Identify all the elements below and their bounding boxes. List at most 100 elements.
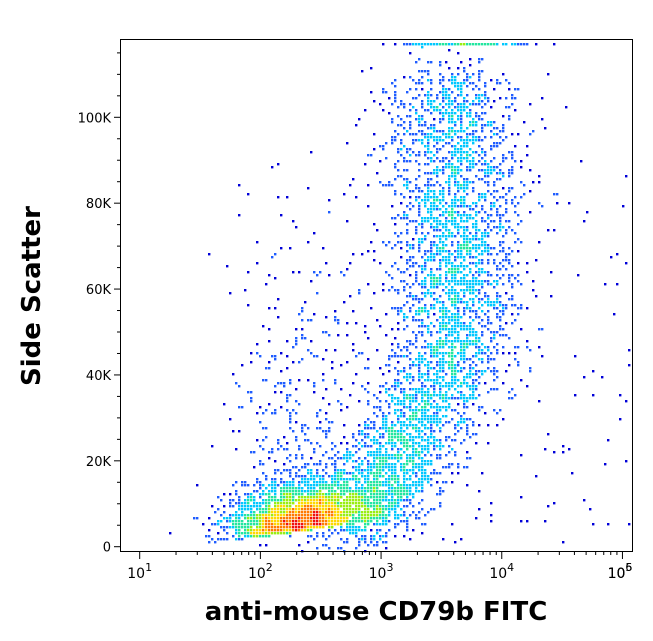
density-dot	[439, 82, 442, 85]
density-dot	[469, 232, 472, 235]
density-dot	[496, 172, 499, 175]
density-dot	[289, 514, 292, 517]
density-dot	[520, 181, 523, 184]
density-dot	[322, 544, 325, 547]
density-dot	[475, 346, 478, 349]
density-dot	[553, 229, 556, 232]
density-dot	[478, 97, 481, 100]
density-dot	[496, 376, 499, 379]
density-dot	[343, 502, 346, 505]
density-dot	[490, 148, 493, 151]
density-dot	[448, 340, 451, 343]
density-dot	[472, 424, 475, 427]
density-dot	[214, 541, 217, 544]
density-dot	[490, 370, 493, 373]
density-dot	[475, 214, 478, 217]
density-dot	[511, 169, 514, 172]
density-dot	[352, 343, 355, 346]
density-dot	[274, 517, 277, 520]
density-dot	[472, 226, 475, 229]
density-dot	[451, 127, 454, 130]
density-dot	[382, 43, 385, 46]
density-dot	[247, 529, 250, 532]
density-dot	[307, 319, 310, 322]
density-dot	[481, 139, 484, 142]
density-dot	[508, 115, 511, 118]
density-dot	[277, 442, 280, 445]
density-dot	[346, 454, 349, 457]
density-dot	[445, 112, 448, 115]
density-dot	[487, 223, 490, 226]
density-dot	[394, 397, 397, 400]
density-dot	[508, 187, 511, 190]
density-dot	[463, 340, 466, 343]
density-dot	[430, 133, 433, 136]
density-dot	[358, 118, 361, 121]
density-dot	[388, 520, 391, 523]
density-dot	[346, 142, 349, 145]
density-dot	[382, 454, 385, 457]
density-dot	[325, 433, 328, 436]
density-dot	[268, 502, 271, 505]
density-dot	[496, 178, 499, 181]
density-dot	[349, 295, 352, 298]
density-dot	[451, 235, 454, 238]
density-dot	[409, 469, 412, 472]
density-dot	[388, 469, 391, 472]
density-dot	[451, 280, 454, 283]
density-dot	[460, 418, 463, 421]
density-dot	[445, 361, 448, 364]
density-dot	[457, 160, 460, 163]
density-dot	[358, 472, 361, 475]
density-dot	[430, 379, 433, 382]
density-dot	[316, 472, 319, 475]
density-dot	[454, 82, 457, 85]
density-dot	[436, 223, 439, 226]
density-dot	[427, 400, 430, 403]
density-dot	[406, 241, 409, 244]
density-dot	[364, 424, 367, 427]
density-dot	[457, 205, 460, 208]
density-dot	[415, 454, 418, 457]
density-dot	[496, 412, 499, 415]
density-dot	[553, 43, 556, 46]
density-dot	[472, 292, 475, 295]
density-dot	[247, 532, 250, 535]
density-dot	[466, 115, 469, 118]
density-dot	[460, 154, 463, 157]
density-dot	[502, 241, 505, 244]
density-dot	[418, 154, 421, 157]
density-dot	[328, 514, 331, 517]
density-dot	[445, 337, 448, 340]
density-dot	[508, 364, 511, 367]
density-dot	[403, 370, 406, 373]
density-dot	[475, 355, 478, 358]
density-dot	[466, 280, 469, 283]
density-dot	[433, 202, 436, 205]
density-dot	[478, 73, 481, 76]
density-dot	[286, 448, 289, 451]
density-dot	[493, 307, 496, 310]
density-dot	[400, 247, 403, 250]
density-dot	[343, 493, 346, 496]
density-dot	[406, 316, 409, 319]
density-dot	[424, 280, 427, 283]
density-dot	[451, 373, 454, 376]
density-dot	[379, 514, 382, 517]
density-dot	[445, 91, 448, 94]
density-dot	[421, 298, 424, 301]
density-dot	[268, 340, 271, 343]
density-dot	[451, 286, 454, 289]
density-dot	[454, 181, 457, 184]
density-dot	[265, 499, 268, 502]
density-dot	[427, 463, 430, 466]
density-dot	[274, 307, 277, 310]
density-dot	[337, 472, 340, 475]
density-dot	[469, 370, 472, 373]
density-dot	[328, 505, 331, 508]
density-dot	[394, 436, 397, 439]
density-dot	[463, 379, 466, 382]
density-dot	[409, 424, 412, 427]
density-dot	[481, 283, 484, 286]
density-dot	[466, 283, 469, 286]
